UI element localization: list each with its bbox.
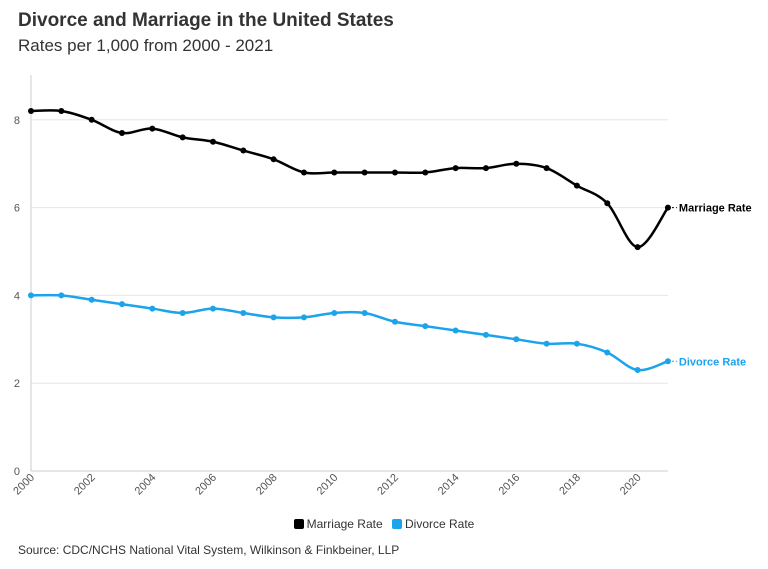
data-point — [118, 301, 125, 308]
y-tick-label: 2 — [14, 378, 20, 390]
data-point — [361, 309, 368, 316]
x-tick-label: 2004 — [133, 472, 159, 498]
legend-label: Divorce Rate — [405, 517, 475, 531]
data-point — [28, 108, 34, 115]
legend-item-divorce[interactable]: Divorce Rate — [392, 517, 474, 531]
x-tick-label: 2012 — [375, 472, 401, 498]
data-point — [513, 160, 520, 167]
x-tick-label: 2008 — [254, 472, 280, 498]
x-tick-label: 2006 — [193, 472, 219, 498]
y-tick-label: 8 — [14, 115, 20, 127]
data-point — [513, 336, 520, 343]
x-tick-label: 2016 — [497, 472, 523, 498]
chart-subtitle: Rates per 1,000 from 2000 - 2021 — [18, 36, 274, 55]
data-point — [634, 367, 641, 374]
data-point — [179, 309, 186, 316]
y-tick-label: 0 — [14, 466, 20, 478]
data-point — [240, 147, 247, 154]
data-point — [543, 165, 550, 172]
x-tick-label: 2014 — [436, 472, 462, 498]
legend-label: Marriage Rate — [306, 517, 383, 531]
data-point — [270, 314, 277, 321]
chart-title: Divorce and Marriage in the United State… — [18, 10, 394, 31]
data-point — [422, 169, 429, 176]
data-point — [270, 156, 277, 163]
data-point — [604, 200, 611, 207]
data-point — [391, 169, 398, 176]
x-tick-label: 2002 — [72, 472, 98, 498]
data-point — [28, 292, 34, 299]
data-point — [604, 349, 611, 356]
series-end-label: Marriage Rate — [679, 203, 752, 215]
data-point — [391, 318, 398, 325]
data-point — [88, 116, 95, 123]
data-point — [58, 292, 65, 299]
data-point — [482, 331, 489, 338]
data-point — [300, 169, 307, 176]
data-point — [88, 296, 95, 303]
legend-item-marriage[interactable]: Marriage Rate — [293, 517, 383, 531]
data-point — [331, 309, 338, 316]
data-point — [634, 244, 641, 251]
data-point — [149, 305, 156, 312]
data-point — [361, 169, 368, 176]
legend: Marriage Rate Divorce Rate — [0, 517, 768, 531]
data-point — [482, 165, 489, 172]
source-note: Source: CDC/NCHS National Vital System, … — [18, 543, 400, 557]
data-point — [452, 165, 459, 172]
data-point — [209, 138, 216, 145]
legend-swatch — [293, 519, 304, 529]
data-point — [573, 340, 580, 347]
x-tick-label: 2020 — [618, 472, 644, 498]
data-point — [543, 340, 550, 347]
data-point — [422, 323, 429, 330]
data-point — [331, 169, 338, 176]
series-line-0 — [30, 109, 669, 249]
data-point — [240, 309, 247, 316]
y-tick-label: 6 — [14, 203, 20, 215]
data-point — [300, 314, 307, 321]
data-point — [573, 182, 580, 189]
series-line-1 — [30, 293, 669, 372]
series-end-label: Divorce Rate — [679, 356, 746, 368]
data-point — [58, 108, 65, 115]
x-tick-label: 2018 — [557, 472, 583, 498]
data-point — [452, 327, 459, 334]
data-point — [118, 129, 125, 136]
data-point — [149, 125, 156, 132]
data-point — [209, 305, 216, 312]
y-tick-label: 4 — [14, 290, 20, 302]
legend-swatch — [392, 519, 402, 529]
x-tick-label: 2010 — [315, 472, 341, 498]
data-point — [179, 134, 186, 141]
data-point — [664, 204, 671, 211]
data-point — [664, 358, 671, 365]
